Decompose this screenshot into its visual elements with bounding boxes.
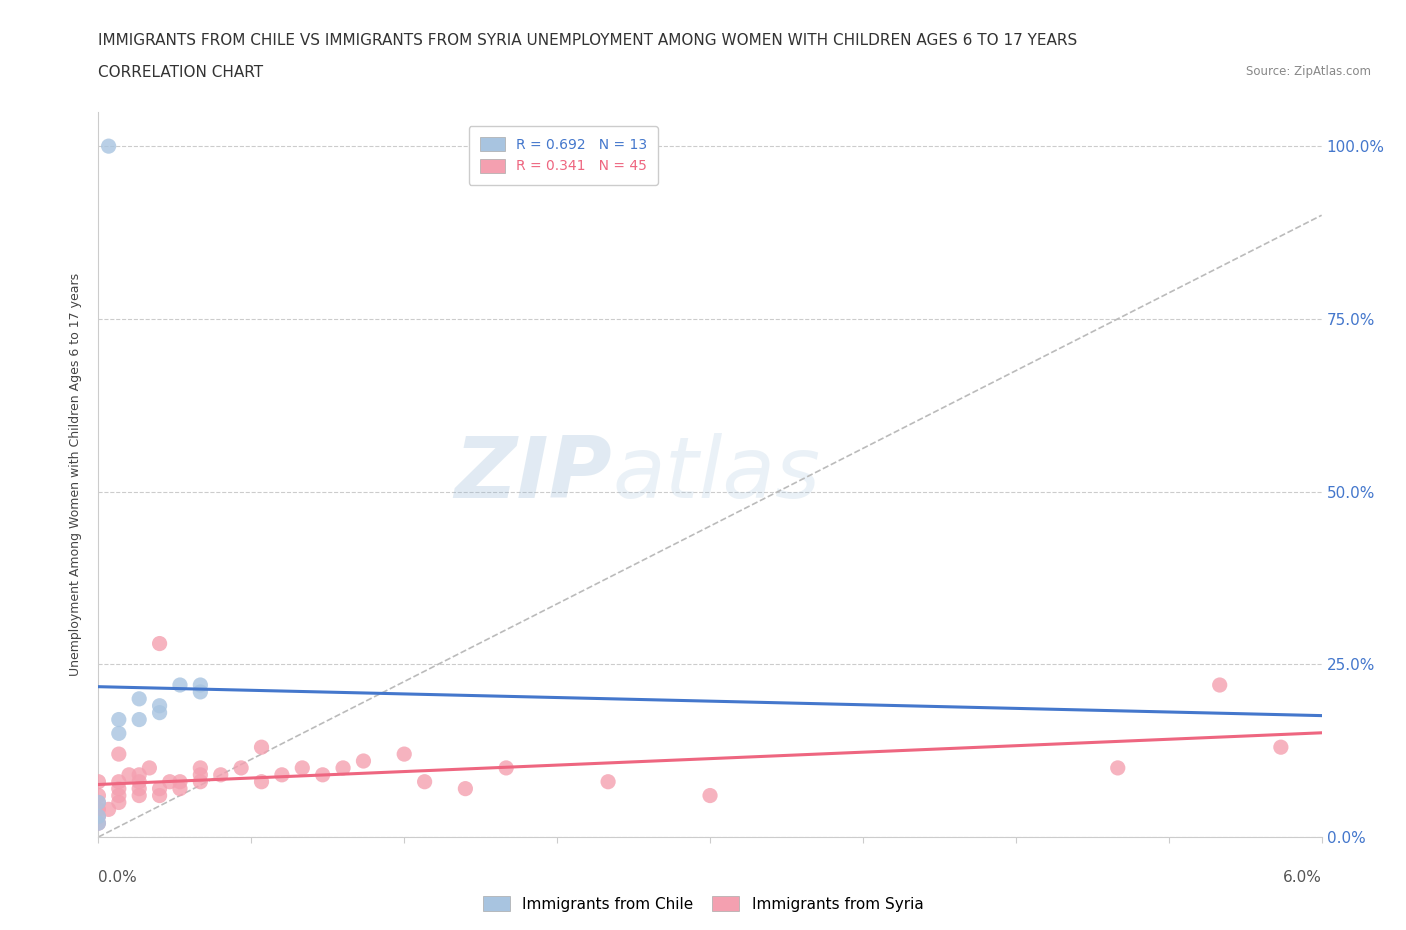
Point bbox=[188, 775, 212, 790]
Point bbox=[87, 788, 110, 803]
Point bbox=[108, 795, 131, 810]
Point bbox=[97, 802, 120, 817]
Point bbox=[87, 816, 110, 830]
Point bbox=[188, 767, 212, 782]
Point bbox=[87, 816, 110, 830]
Point bbox=[118, 767, 141, 782]
Point bbox=[87, 809, 110, 824]
Text: IMMIGRANTS FROM CHILE VS IMMIGRANTS FROM SYRIA UNEMPLOYMENT AMONG WOMEN WITH CHI: IMMIGRANTS FROM CHILE VS IMMIGRANTS FROM… bbox=[98, 33, 1077, 47]
Point bbox=[149, 788, 172, 803]
Point bbox=[138, 761, 160, 776]
Point bbox=[128, 781, 150, 796]
Point bbox=[1107, 761, 1129, 776]
Point bbox=[108, 712, 131, 727]
Point bbox=[108, 788, 131, 803]
Point bbox=[332, 761, 354, 776]
Point bbox=[87, 802, 110, 817]
Legend: Immigrants from Chile, Immigrants from Syria: Immigrants from Chile, Immigrants from S… bbox=[477, 889, 929, 918]
Text: ZIP: ZIP bbox=[454, 432, 612, 516]
Point bbox=[169, 775, 191, 790]
Point bbox=[169, 781, 191, 796]
Point bbox=[270, 767, 292, 782]
Point bbox=[128, 788, 150, 803]
Text: 0.0%: 0.0% bbox=[98, 870, 138, 884]
Legend: R = 0.692   N = 13, R = 0.341   N = 45: R = 0.692 N = 13, R = 0.341 N = 45 bbox=[468, 126, 658, 184]
Point bbox=[87, 809, 110, 824]
Text: CORRELATION CHART: CORRELATION CHART bbox=[98, 65, 263, 80]
Point bbox=[699, 788, 721, 803]
Point bbox=[87, 795, 110, 810]
Point bbox=[159, 775, 181, 790]
Point bbox=[291, 761, 314, 776]
Point bbox=[413, 775, 436, 790]
Point bbox=[108, 775, 131, 790]
Point bbox=[188, 678, 212, 693]
Point bbox=[149, 636, 172, 651]
Y-axis label: Unemployment Among Women with Children Ages 6 to 17 years: Unemployment Among Women with Children A… bbox=[69, 272, 83, 676]
Point bbox=[169, 678, 191, 693]
Point bbox=[149, 698, 172, 713]
Point bbox=[598, 775, 620, 790]
Point bbox=[128, 691, 150, 706]
Point bbox=[87, 775, 110, 790]
Point bbox=[250, 739, 273, 754]
Point bbox=[495, 761, 517, 776]
Point bbox=[128, 775, 150, 790]
Point bbox=[1270, 739, 1292, 754]
Point bbox=[108, 747, 131, 762]
Point bbox=[188, 761, 212, 776]
Point bbox=[108, 781, 131, 796]
Point bbox=[149, 781, 172, 796]
Point bbox=[87, 795, 110, 810]
Point bbox=[250, 775, 273, 790]
Point bbox=[454, 781, 477, 796]
Point bbox=[149, 705, 172, 720]
Text: 6.0%: 6.0% bbox=[1282, 870, 1322, 884]
Point bbox=[97, 139, 120, 153]
Point bbox=[188, 684, 212, 699]
Point bbox=[1208, 678, 1232, 693]
Point bbox=[128, 712, 150, 727]
Point bbox=[231, 761, 253, 776]
Point bbox=[108, 726, 131, 741]
Text: Source: ZipAtlas.com: Source: ZipAtlas.com bbox=[1246, 65, 1371, 78]
Point bbox=[209, 767, 232, 782]
Text: atlas: atlas bbox=[612, 432, 820, 516]
Point bbox=[311, 767, 335, 782]
Point bbox=[392, 747, 416, 762]
Point bbox=[352, 753, 374, 768]
Point bbox=[128, 767, 150, 782]
